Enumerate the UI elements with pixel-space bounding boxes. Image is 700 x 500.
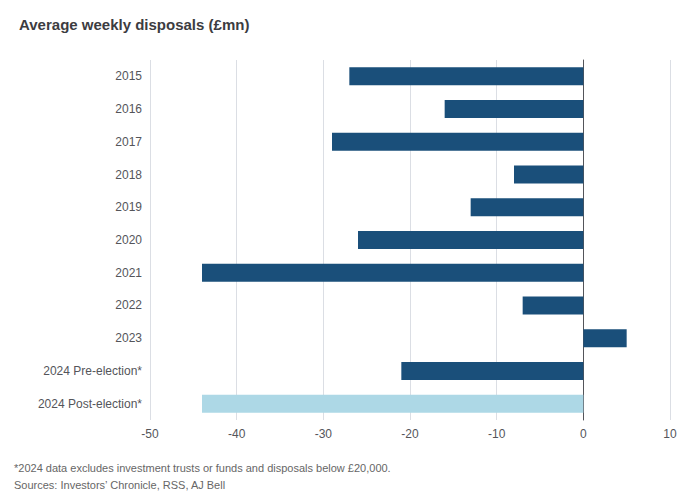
svg-text:Sources: Investors’ Chronicle,: Sources: Investors’ Chronicle, RSS, AJ B… [14, 479, 225, 491]
svg-text:-10: -10 [488, 427, 506, 441]
svg-text:2022: 2022 [115, 298, 142, 312]
svg-text:2015: 2015 [115, 69, 142, 83]
svg-text:-30: -30 [315, 427, 333, 441]
svg-text:2020: 2020 [115, 233, 142, 247]
svg-text:2024 Post-election*: 2024 Post-election* [38, 397, 142, 411]
svg-text:-20: -20 [401, 427, 419, 441]
svg-text:2024 Pre-election*: 2024 Pre-election* [43, 364, 142, 378]
svg-text:2018: 2018 [115, 168, 142, 182]
svg-text:-40: -40 [228, 427, 246, 441]
svg-text:-50: -50 [141, 427, 159, 441]
svg-text:2021: 2021 [115, 266, 142, 280]
svg-text:2017: 2017 [115, 135, 142, 149]
svg-text:2016: 2016 [115, 102, 142, 116]
svg-text:2023: 2023 [115, 331, 142, 345]
svg-text:Average weekly disposals (£mn): Average weekly disposals (£mn) [19, 16, 249, 33]
svg-text:10: 10 [663, 427, 677, 441]
svg-text:*2024 data excludes investment: *2024 data excludes investment trusts or… [14, 462, 391, 474]
svg-text:2019: 2019 [115, 200, 142, 214]
svg-text:0: 0 [580, 427, 587, 441]
